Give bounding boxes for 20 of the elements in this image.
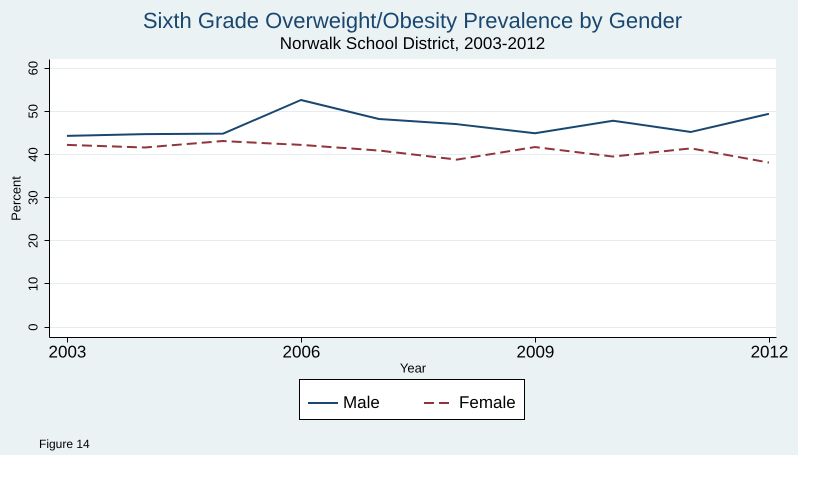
chart-subtitle: Norwalk School District, 2003-2012: [280, 34, 546, 53]
x-tick-label: 2003: [48, 342, 86, 362]
y-tick-label: 40: [26, 147, 40, 162]
legend-label: Male: [343, 393, 380, 412]
y-tick-label: 30: [26, 190, 40, 205]
y-tick-label: 60: [26, 60, 40, 76]
line-series: [66, 99, 770, 137]
x-tick-label: 2012: [750, 342, 788, 362]
chart-title: Sixth Grade Overweight/Obesity Prevalence by Gender: [142, 8, 682, 33]
caption: Figure 14: [39, 437, 90, 451]
x-tick-label: 2009: [516, 342, 554, 362]
y-axis-title: Percent: [8, 176, 24, 221]
x-axis-title: Year: [400, 360, 427, 376]
y-tick-label: 0: [26, 324, 40, 331]
y-tick-label: 10: [26, 276, 40, 292]
line-series: [66, 140, 770, 164]
y-tick-label: 20: [26, 234, 40, 248]
x-tick-label: 2006: [282, 342, 320, 362]
legend-label: Female: [459, 393, 516, 412]
y-tick-label: 50: [26, 104, 40, 119]
